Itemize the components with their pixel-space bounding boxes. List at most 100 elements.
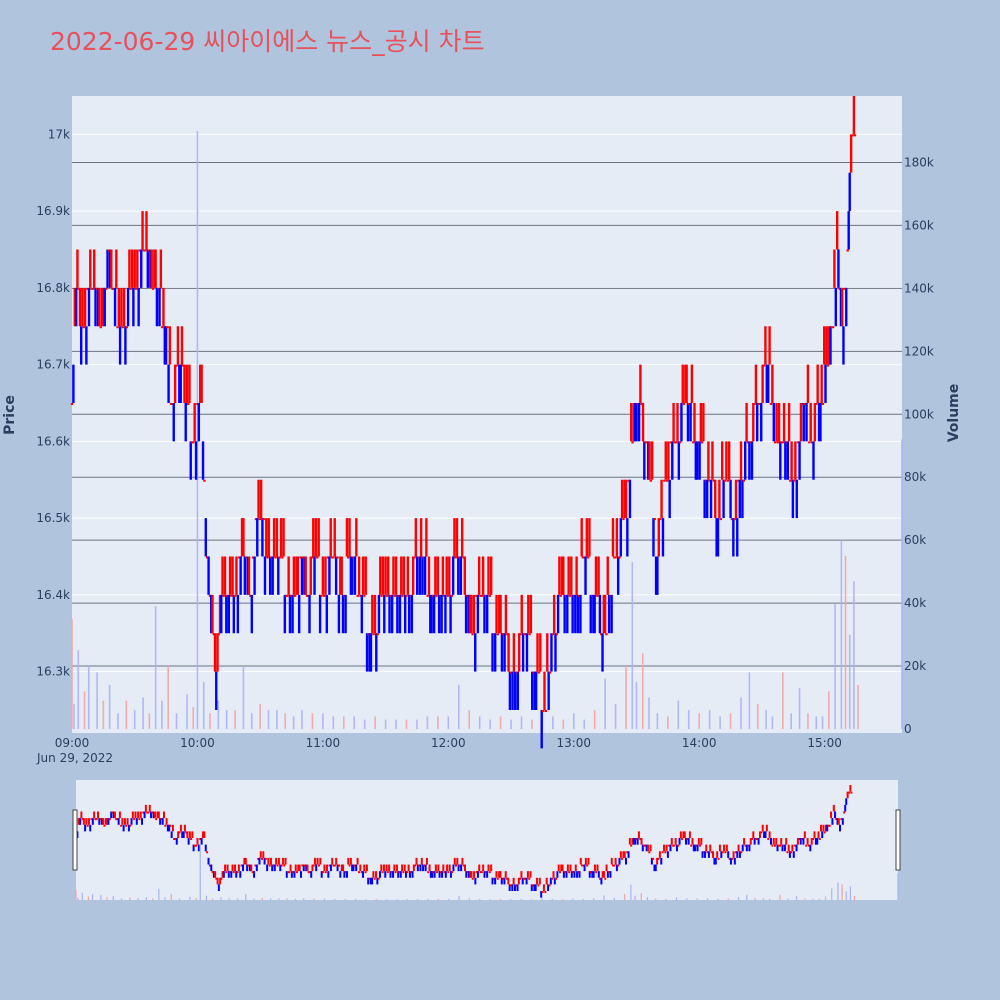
slider-volume-bar [849, 886, 851, 900]
price-candle [138, 249, 142, 252]
slider-candle [398, 871, 401, 874]
price-candle [697, 441, 700, 444]
volume-bar [202, 681, 205, 729]
price-candle [519, 633, 522, 636]
slider-candle [138, 818, 141, 821]
price-candle [154, 249, 157, 288]
slider-candle [139, 811, 142, 819]
price-candle [178, 364, 181, 403]
volume-bar [593, 710, 596, 729]
slider-candle [482, 864, 485, 872]
slider-candle [788, 851, 791, 858]
price-candle [375, 633, 378, 672]
volume-tick-label: 20k [904, 659, 926, 673]
price-candle [349, 556, 353, 595]
slider-candle [211, 871, 214, 874]
slider-candle [576, 871, 579, 878]
price-candle [454, 556, 457, 559]
slider-candle [630, 844, 633, 847]
price-candle [268, 556, 272, 595]
slider-candle [724, 851, 727, 854]
slider-candle [478, 864, 481, 872]
volume-bar [765, 710, 767, 729]
slider-candle [741, 844, 744, 852]
slider-volume-bar [779, 894, 781, 900]
range-slider-background[interactable] [76, 780, 898, 900]
slider-candle [597, 871, 600, 878]
slider-candle [81, 818, 84, 821]
price-candle [432, 594, 436, 634]
price-candle [528, 633, 531, 636]
slider-candle [537, 884, 540, 887]
slider-candle [850, 791, 853, 794]
price-candle [230, 594, 233, 597]
price-candle [332, 556, 335, 559]
slider-candle [320, 871, 323, 878]
price-candle [838, 287, 841, 290]
price-candle [365, 633, 369, 672]
price-candle [437, 594, 441, 634]
price-candle [753, 402, 756, 405]
slider-candle [548, 884, 551, 887]
slider-candle [602, 871, 605, 878]
slider-candle [729, 857, 732, 865]
slider-candle [135, 818, 138, 825]
slider-candle [767, 838, 770, 841]
price-candle [688, 402, 691, 405]
price-candle [83, 287, 87, 327]
price-candle [672, 402, 675, 442]
price-candle [415, 556, 419, 595]
price-candle [132, 287, 135, 327]
price-candle [190, 441, 194, 444]
price-candle [360, 594, 364, 634]
price-candle [734, 479, 738, 519]
price-candle [548, 671, 552, 674]
price-candle [324, 556, 327, 595]
slider-candle [280, 864, 283, 867]
range-slider-left-handle[interactable] [72, 809, 78, 871]
slider-candle [515, 884, 518, 887]
slider-candle [444, 871, 447, 878]
price-candle [115, 249, 118, 288]
price-candle [498, 594, 501, 634]
slider-candle [479, 871, 482, 874]
slider-volume-bar [762, 898, 765, 900]
price-candle [462, 556, 465, 559]
price-candle [182, 364, 185, 367]
slider-candle [148, 804, 151, 812]
slider-candle [231, 864, 234, 872]
price-candle [79, 326, 83, 365]
slider-candle [591, 871, 594, 878]
slider-candle [178, 831, 181, 834]
slider-candle [744, 844, 747, 847]
price-candle [597, 556, 600, 595]
slider-candle [91, 818, 94, 825]
slider-candle [402, 871, 405, 874]
volume-bar [374, 716, 376, 729]
slider-volume-bar [572, 898, 574, 900]
slider-candle [728, 857, 731, 860]
range-slider-right-handle[interactable] [895, 809, 901, 871]
price-candle [700, 441, 704, 444]
slider-candle [336, 864, 339, 872]
slider-candle [802, 838, 805, 845]
slider-candle [352, 864, 355, 872]
slider-candle [212, 871, 215, 878]
price-candle [736, 518, 739, 557]
slider-candle [488, 871, 491, 874]
price-candle [777, 402, 781, 442]
price-candle [371, 594, 374, 634]
slider-candle [771, 844, 774, 847]
price-candle [544, 709, 548, 712]
price-candle [798, 441, 801, 480]
slider-candle [316, 857, 319, 865]
slider-volume-bar [106, 897, 108, 900]
slider-candle [79, 818, 82, 825]
price-candle [455, 518, 459, 557]
slider-candle [196, 838, 199, 845]
slider-candle [579, 857, 582, 865]
price-candle [226, 594, 229, 597]
price-candle [816, 364, 819, 403]
slider-candle [781, 844, 784, 852]
price-candle [658, 518, 662, 521]
